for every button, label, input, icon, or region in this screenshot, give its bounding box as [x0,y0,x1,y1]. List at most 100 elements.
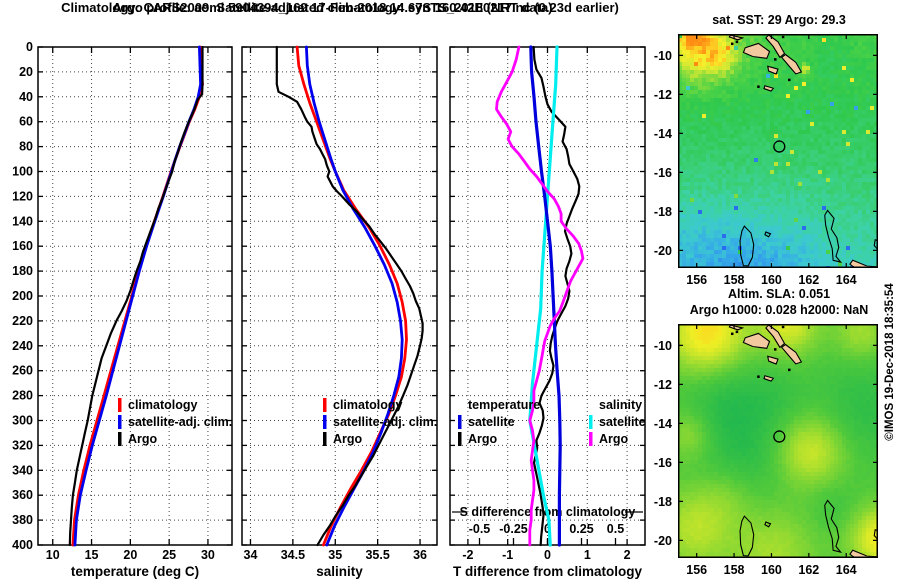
legend-label: Argo [599,432,629,446]
map-lat-label: -16 [654,166,672,180]
depth-tick-label: 240 [12,339,33,353]
series-satellite-T-diff [529,45,562,547]
map-lon-label: 160 [761,273,782,287]
series-satellite-S-diff [528,45,559,547]
x-tick-label: 36 [413,548,427,562]
depth-tick-label: 400 [12,538,33,552]
depth-tick-label: 20 [19,65,33,79]
figure-subtitle: Climatology: CARS2009. Satellite-adjuste… [61,0,619,15]
legend-label: Argo [128,432,158,446]
series-satellite-adj.-clim. [73,45,203,547]
series-Argo-S-diff [495,45,585,547]
map-lat-label: -10 [654,339,672,353]
legend-header: salinity [599,398,642,412]
legend-label: climatology [333,398,403,412]
map-lat-label: -14 [654,127,672,141]
depth-tick-label: 300 [12,414,33,428]
x-tick-label: 25 [162,548,176,562]
sst-map [678,34,878,268]
legend-marker [118,432,122,446]
map-lat-label: -18 [654,205,672,219]
depth-tick-label: 360 [12,488,33,502]
depth-tick-label: 0 [26,40,33,54]
depth-tick-label: 200 [12,289,33,303]
legend-marker [323,398,327,412]
x-tick-label: 35 [328,548,342,562]
depth-tick-label: 100 [12,165,33,179]
legend-label: Argo [468,432,498,446]
series-satellite-adj.-clim. [304,45,404,547]
x-tick-label: 15 [85,548,99,562]
legend-label: satellite [599,415,646,429]
map-lon-label: 164 [836,563,857,577]
imos-watermark: ©IMOS 19-Dec-2018 18:35:54 [884,283,896,441]
map-lon-label: 158 [724,563,745,577]
legend-marker [589,432,593,446]
legend-marker [323,415,327,429]
map-lat-label: -10 [654,49,672,63]
depth-tick-label: 60 [19,115,33,129]
legend-marker [458,432,462,446]
x-tick-label: 20 [123,548,137,562]
map-lat-label: -20 [654,534,672,548]
map-lat-label: -16 [654,456,672,470]
map-lon-label: 158 [724,273,745,287]
depth-tick-label: 340 [12,463,33,477]
legend-label: climatology [128,398,198,412]
figure-title: Argo profile: aoml 5904394_169 17-Feb-20… [112,0,553,15]
map-lon-label: 164 [836,273,857,287]
series-Argo [275,45,424,547]
difference-panel [449,46,646,546]
map-lon-label: 162 [798,273,819,287]
depth-tick-label: 320 [12,438,33,452]
s-tick-label: 0 [544,522,551,536]
depth-tick-label: 180 [12,264,33,278]
legend-marker [118,398,122,412]
legend-label: satellite-adj. clim. [333,415,437,429]
depth-tick-label: 380 [12,513,33,527]
map-lon-label: 156 [686,563,707,577]
depth-tick-label: 40 [19,90,33,104]
salinity-panel [241,46,438,546]
s-tick-label: -0.5 [469,522,491,536]
depth-tick-label: 120 [12,189,33,203]
legend-marker [118,415,122,429]
map-lon-label: 160 [761,563,782,577]
series-Argo [68,45,204,547]
x-tick-label: 0 [544,548,551,562]
depth-tick-label: 260 [12,364,33,378]
depth-tick-label: 80 [19,140,33,154]
legend-marker [589,415,593,429]
s-tick-label: 0.5 [607,522,624,536]
x-tick-label: -2 [462,548,473,562]
sla-map-subtitle: Argo h1000: 0.028 h2000: NaN [689,303,869,317]
map-lon-label: 156 [686,273,707,287]
x-tick-label: 30 [201,548,215,562]
series-climatology [71,45,204,547]
x-tick-label: 10 [46,548,60,562]
map-lon-label: 162 [798,563,819,577]
map-lat-label: -12 [654,88,672,102]
depth-tick-label: 280 [12,389,33,403]
depth-tick-label: 140 [12,214,33,228]
series-Argo-T-diff [532,45,581,547]
x-tick-label: 2 [624,548,631,562]
x-tick-label: -1 [502,548,513,562]
s-tick-label: 0.25 [569,522,593,536]
legend-marker [458,415,462,429]
x-tick-label: 34.5 [281,548,305,562]
temperature-panel [37,46,233,546]
x-axis-title: temperature (deg C) [71,564,199,579]
map-lat-label: -20 [654,244,672,258]
map-lat-label: -18 [654,495,672,509]
x-tick-label: 34 [244,548,258,562]
map-lat-label: -12 [654,378,672,392]
legend-label: satellite-adj. clim. [128,415,232,429]
x-axis-title: T difference from climatology [453,564,643,579]
sla-map [678,324,878,558]
legend-label: Argo [333,432,363,446]
sla-map-title: Altim. SLA: 0.051 [727,287,831,301]
legend-marker [323,432,327,446]
